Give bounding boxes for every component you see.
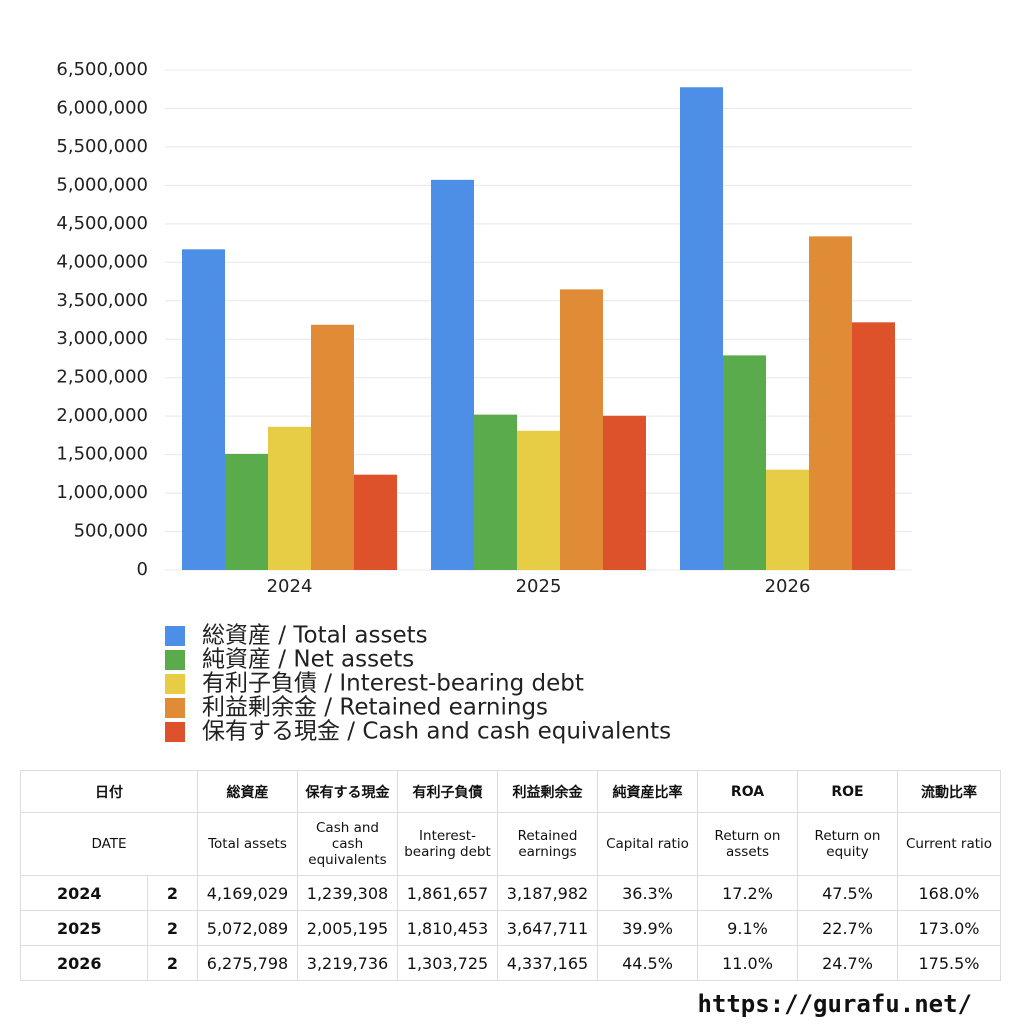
y-tick-label: 3,000,000 xyxy=(56,328,148,349)
x-tick-label: 2024 xyxy=(267,576,313,597)
table-cell: 2,005,195 xyxy=(297,910,398,946)
data-table: 日付 総資産 保有する現金 有利子負債 利益剰余金 純資産比率 ROA ROE 流動比率 DATE… xyxy=(20,770,1001,981)
table-cell: 11.0% xyxy=(697,945,798,981)
header-cell: 総資産 xyxy=(197,770,298,813)
table-cell: 6,275,798 xyxy=(197,945,298,981)
table-cell: 36.3% xyxy=(597,875,698,911)
legend-swatch xyxy=(165,626,185,646)
bar xyxy=(766,469,809,570)
table-cell: 5,072,089 xyxy=(197,910,298,946)
header-cell: 利益剰余金 xyxy=(497,770,598,813)
legend-label: 総資産 / Total assets xyxy=(202,623,428,649)
table-cell: 2 xyxy=(147,910,198,946)
bar xyxy=(354,474,397,570)
legend-swatch xyxy=(165,650,185,670)
y-tick-label: 4,500,000 xyxy=(56,213,148,234)
table-cell: 24.7% xyxy=(797,945,898,981)
legend-swatch xyxy=(165,722,185,742)
y-tick-label: 2,000,000 xyxy=(56,405,148,426)
table-cell: 2024 xyxy=(20,875,148,911)
header-cell: ROE xyxy=(797,770,898,813)
table-cell: 39.9% xyxy=(597,910,698,946)
bar xyxy=(431,179,474,571)
y-tick-label: 6,500,000 xyxy=(56,59,148,80)
table-cell: 168.0% xyxy=(897,875,1001,911)
header-cell: 有利子負債 xyxy=(397,770,498,813)
bar xyxy=(182,249,225,570)
header-cell: 保有する現金 xyxy=(297,770,398,813)
table-cell: 9.1% xyxy=(697,910,798,946)
bar xyxy=(560,289,603,570)
table-cell: 175.5% xyxy=(897,945,1001,981)
header-cell: 日付 xyxy=(20,770,198,813)
footer-url: https://gurafu.net/ xyxy=(697,990,972,1018)
table-cell: 2 xyxy=(147,875,198,911)
table-cell: 4,169,029 xyxy=(197,875,298,911)
legend-swatch xyxy=(165,698,185,718)
x-tick-label: 2025 xyxy=(516,576,562,597)
bar xyxy=(809,236,852,570)
y-tick-label: 4,000,000 xyxy=(56,251,148,272)
bar xyxy=(680,87,723,570)
y-tick-label: 3,500,000 xyxy=(56,290,148,311)
bar xyxy=(723,355,766,570)
y-tick-label: 6,000,000 xyxy=(56,97,148,118)
y-tick-label: 0 xyxy=(137,559,148,580)
data-row: 2025 2 5,072,089 2,005,195 1,810,453 3,647,71… xyxy=(20,910,1001,946)
table-cell: 173.0% xyxy=(897,910,1001,946)
table-cell: 2025 xyxy=(20,910,148,946)
table-cell: 2 xyxy=(147,945,198,981)
y-tick-label: 1,500,000 xyxy=(56,444,148,465)
header-cell: DATE xyxy=(20,812,198,876)
bar xyxy=(517,430,560,570)
table-cell: 1,861,657 xyxy=(397,875,498,911)
y-tick-label: 5,000,000 xyxy=(56,174,148,195)
table-cell: 47.5% xyxy=(797,875,898,911)
header-cell: Return on equity xyxy=(797,812,898,876)
legend-label: 純資産 / Net assets xyxy=(202,647,414,673)
chart: 0 500,000 1,000,000 1,500,000 2,000,000 2,500… xyxy=(56,59,912,745)
table-cell: 2026 xyxy=(20,945,148,981)
header-cell: Retained earnings xyxy=(497,812,598,876)
data-row: 2024 2 4,169,029 1,239,308 1,861,657 3,187,98… xyxy=(20,875,1001,911)
legend-swatch xyxy=(165,674,185,694)
header-cell: ROA xyxy=(697,770,798,813)
y-tick-label: 2,500,000 xyxy=(56,367,148,388)
header-cell: Return on assets xyxy=(697,812,798,876)
header-cell: Capital ratio xyxy=(597,812,698,876)
table-cell: 3,187,982 xyxy=(497,875,598,911)
data-row: 2026 2 6,275,798 3,219,736 1,303,725 4,337,16… xyxy=(20,945,1001,981)
bar xyxy=(225,453,268,570)
header-cell: Interest-bearing debt xyxy=(397,812,498,876)
table-cell: 22.7% xyxy=(797,910,898,946)
table-cell: 4,337,165 xyxy=(497,945,598,981)
header-cell: 純資産比率 xyxy=(597,770,698,813)
bar xyxy=(852,322,895,570)
header-cell: Cash and cash equivalents xyxy=(297,812,398,876)
legend-label: 有利子負債 / Interest-bearing debt xyxy=(202,671,584,697)
table-cell: 1,303,725 xyxy=(397,945,498,981)
header-row: DATE Total assets Cash and cash equivalent… xyxy=(20,812,1001,876)
bar xyxy=(474,414,517,570)
table-cell: 3,647,711 xyxy=(497,910,598,946)
bar xyxy=(311,324,354,570)
y-tick-label: 1,000,000 xyxy=(56,482,148,503)
bar xyxy=(603,415,646,570)
header-cell: Total assets xyxy=(197,812,298,876)
bar xyxy=(268,426,311,570)
table-cell: 17.2% xyxy=(697,875,798,911)
legend-label: 保有する現金 / Cash and cash equivalents xyxy=(202,719,671,745)
table-cell: 1,239,308 xyxy=(297,875,398,911)
header-row: 日付 総資産 保有する現金 有利子負債 利益剰余金 純資産比率 ROA ROE 流動比率 xyxy=(20,770,1001,813)
x-tick-label: 2026 xyxy=(765,576,811,597)
table-cell: 3,219,736 xyxy=(297,945,398,981)
y-tick-label: 500,000 xyxy=(74,521,148,542)
legend-label: 利益剰余金 / Retained earnings xyxy=(202,695,548,721)
header-cell: Current ratio xyxy=(897,812,1001,876)
table-cell: 44.5% xyxy=(597,945,698,981)
table-cell: 1,810,453 xyxy=(397,910,498,946)
y-tick-label: 5,500,000 xyxy=(56,136,148,157)
header-cell: 流動比率 xyxy=(897,770,1001,813)
